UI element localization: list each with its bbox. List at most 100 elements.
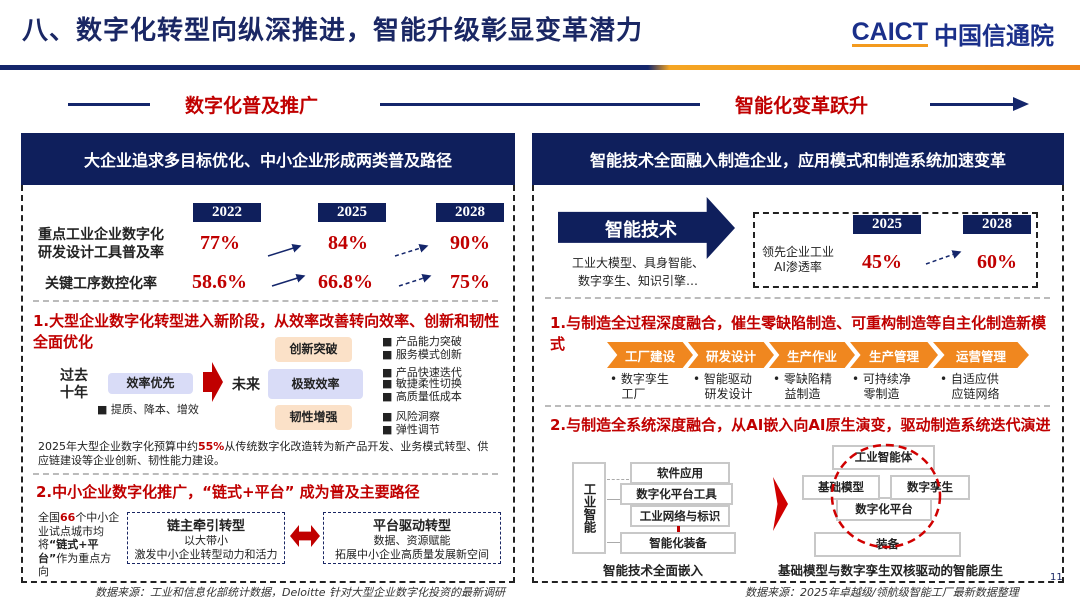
caption: 基础模型与数字孪生双核驱动的智能原生: [778, 563, 1004, 578]
year-badge: 2022: [193, 203, 261, 222]
stage-item: • 自适应供 应链网络: [940, 372, 1000, 401]
divider: [33, 473, 498, 475]
phase-digital: 数字化普及推广: [185, 95, 319, 117]
past-label: 过去: [60, 368, 88, 384]
left-header: 大企业追求多目标优化、中小企业形成两类普及路径: [21, 133, 515, 185]
phase-intelligent: 智能化变革跃升: [735, 95, 869, 117]
link-arrow-icon: [677, 526, 680, 534]
native-box: 工业智能体: [832, 445, 935, 470]
section-title: 1.大型企业数字化转型进入新阶段，从效率改善转向效率、创新和韧性全面优化: [33, 312, 500, 351]
metric-value: 90%: [450, 232, 490, 254]
chain-box: 链主牵引转型 以大带小 激发中小企业转型动力和活力: [127, 512, 285, 564]
source-note: 数据来源：工业和信息化部统计数据，Deloitte 针对大型企业数字化投资的最新…: [95, 586, 505, 599]
metric-label: 重点工业企业数字化: [38, 227, 164, 243]
connector: [607, 499, 621, 500]
divider: [545, 405, 1050, 407]
right-header: 智能技术全面融入制造企业，应用模式和制造系统加速变革: [532, 133, 1064, 185]
arrow-icon: [267, 243, 302, 257]
past-label: 十年: [60, 385, 88, 401]
stage-chevron: 生产管理: [850, 342, 938, 368]
timeline-line: [68, 103, 150, 106]
double-arrow-icon: [290, 525, 320, 547]
bullet: ■ 产品能力突破: [382, 335, 462, 348]
metric-value: 66.8%: [318, 271, 373, 293]
goal-box: 极致效率: [268, 369, 363, 399]
stage-item: • 智能驱动 研发设计: [693, 372, 753, 401]
bullet: ■ 产品快速迭代: [382, 366, 462, 379]
rate-label: 领先企业工业 AI渗透率: [762, 245, 835, 274]
dashed-arrow-icon: [925, 250, 962, 265]
tech-list: 数字孪生、知识引擎…: [578, 274, 699, 288]
rate-value: 60%: [977, 251, 1017, 273]
page-number: 11: [1050, 572, 1063, 583]
ai-rate-box: [753, 212, 1038, 288]
native-box: 数字化平台: [836, 497, 932, 521]
timeline-line: [380, 103, 700, 106]
metric-label: 关键工序数控化率: [45, 276, 157, 292]
layer-box: 软件应用: [630, 462, 730, 484]
section-title: 2.中小企业数字化推广，“链式+平台” 成为普及主要路径: [36, 483, 420, 501]
left-panel: [21, 185, 515, 583]
logo-cn: 中国信通院: [934, 22, 1054, 50]
goal-box: 创新突破: [275, 337, 352, 362]
stage-chevron: 研发设计: [688, 342, 774, 368]
stage-item: • 可持续净 零制造: [852, 372, 911, 401]
timeline-line: [930, 103, 1015, 106]
trend-arrows: [267, 243, 432, 287]
logo-en: CAICT: [851, 18, 928, 47]
stage-chevron: 生产作业: [769, 342, 855, 368]
page-title: 八、数字化转型向纵深推进，智能升级彰显变革潜力: [22, 16, 644, 46]
stage-item: • 数字孪生 工厂: [610, 372, 669, 401]
section-title: 2.与制造全系统深度融合，从AI嵌入向AI原生演变，驱动制造系统迭代演进: [550, 416, 1051, 434]
bullet: ■ 风险洞察: [382, 410, 440, 423]
connector: [607, 479, 629, 480]
bullet: ■ 服务模式创新: [382, 348, 462, 361]
native-box: 基础模型: [802, 475, 880, 500]
dashed-arrow-icon: [394, 243, 429, 257]
platform-box: 平台驱动转型 数据、资源赋能 拓展中小企业高质量发展新空间: [323, 512, 501, 564]
dashed-arrow-icon: [398, 274, 432, 287]
native-box: 装备: [814, 532, 961, 557]
bullet: ■ 弹性调节: [382, 423, 440, 436]
tech-list: 工业大模型、具身智能、: [572, 256, 705, 270]
year-badge: 2028: [963, 215, 1031, 234]
bullet: ■ 敏捷柔性切换: [382, 377, 462, 390]
arrow-icon: [271, 273, 306, 287]
divider: [545, 297, 1050, 299]
budget-note: 2025年大型企业数字化预算中约55%从传统数字化改造转为新产品开发、业务模式转…: [38, 440, 489, 467]
industrial-ai-box: 工业智能: [572, 462, 606, 554]
right-panel: [532, 185, 1064, 583]
stage-item: • 零缺陷精 益制造: [773, 372, 832, 401]
bullet: ■ 高质量低成本: [382, 390, 462, 403]
metric-value: 77%: [200, 232, 240, 254]
metric-value: 75%: [450, 271, 490, 293]
future-label: 未来: [232, 377, 260, 393]
layer-box: 智能化装备: [620, 532, 736, 554]
metric-value: 84%: [328, 232, 368, 254]
metric-value: 58.6%: [192, 271, 247, 293]
metric-label: 研发设计工具普及率: [38, 245, 164, 261]
stage-chevron: 运营管理: [933, 342, 1029, 368]
year-badge: 2028: [436, 203, 504, 222]
caict-logo: CAICT 中国信通院: [851, 16, 1054, 51]
rate-value: 45%: [862, 251, 902, 273]
connector: [607, 542, 621, 543]
stage-chevron: 工厂建设: [607, 342, 693, 368]
tech-label: 智能技术: [605, 220, 677, 241]
cycle-icon: [830, 443, 942, 549]
divider: [33, 300, 498, 302]
title-divider: [0, 65, 1080, 70]
arrow-right-icon: [1013, 97, 1029, 111]
section-title: 1.与制造全过程深度融合，催生零缺陷制造、可重构制造等自主化制造新模式: [550, 314, 1047, 353]
past-box: 效率优先: [108, 373, 193, 394]
source-note: 数据来源：2025年卓越级/领航级智能工厂最新数据整理: [745, 586, 1019, 599]
year-badge: 2025: [318, 203, 386, 222]
pilot-note: 全国66个中小企业试点城市均将“链式+平台”作为重点方向: [38, 511, 120, 578]
native-box: 数字孪生: [890, 475, 970, 500]
layer-box: 工业网络与标识: [630, 505, 730, 527]
caption: 智能技术全面嵌入: [603, 563, 704, 578]
year-badge: 2025: [853, 215, 921, 234]
layer-box: 数字化平台工具: [620, 483, 733, 505]
goal-box: 韧性增强: [275, 405, 352, 430]
past-bullet: ■ 提质、降本、增效: [97, 403, 199, 416]
